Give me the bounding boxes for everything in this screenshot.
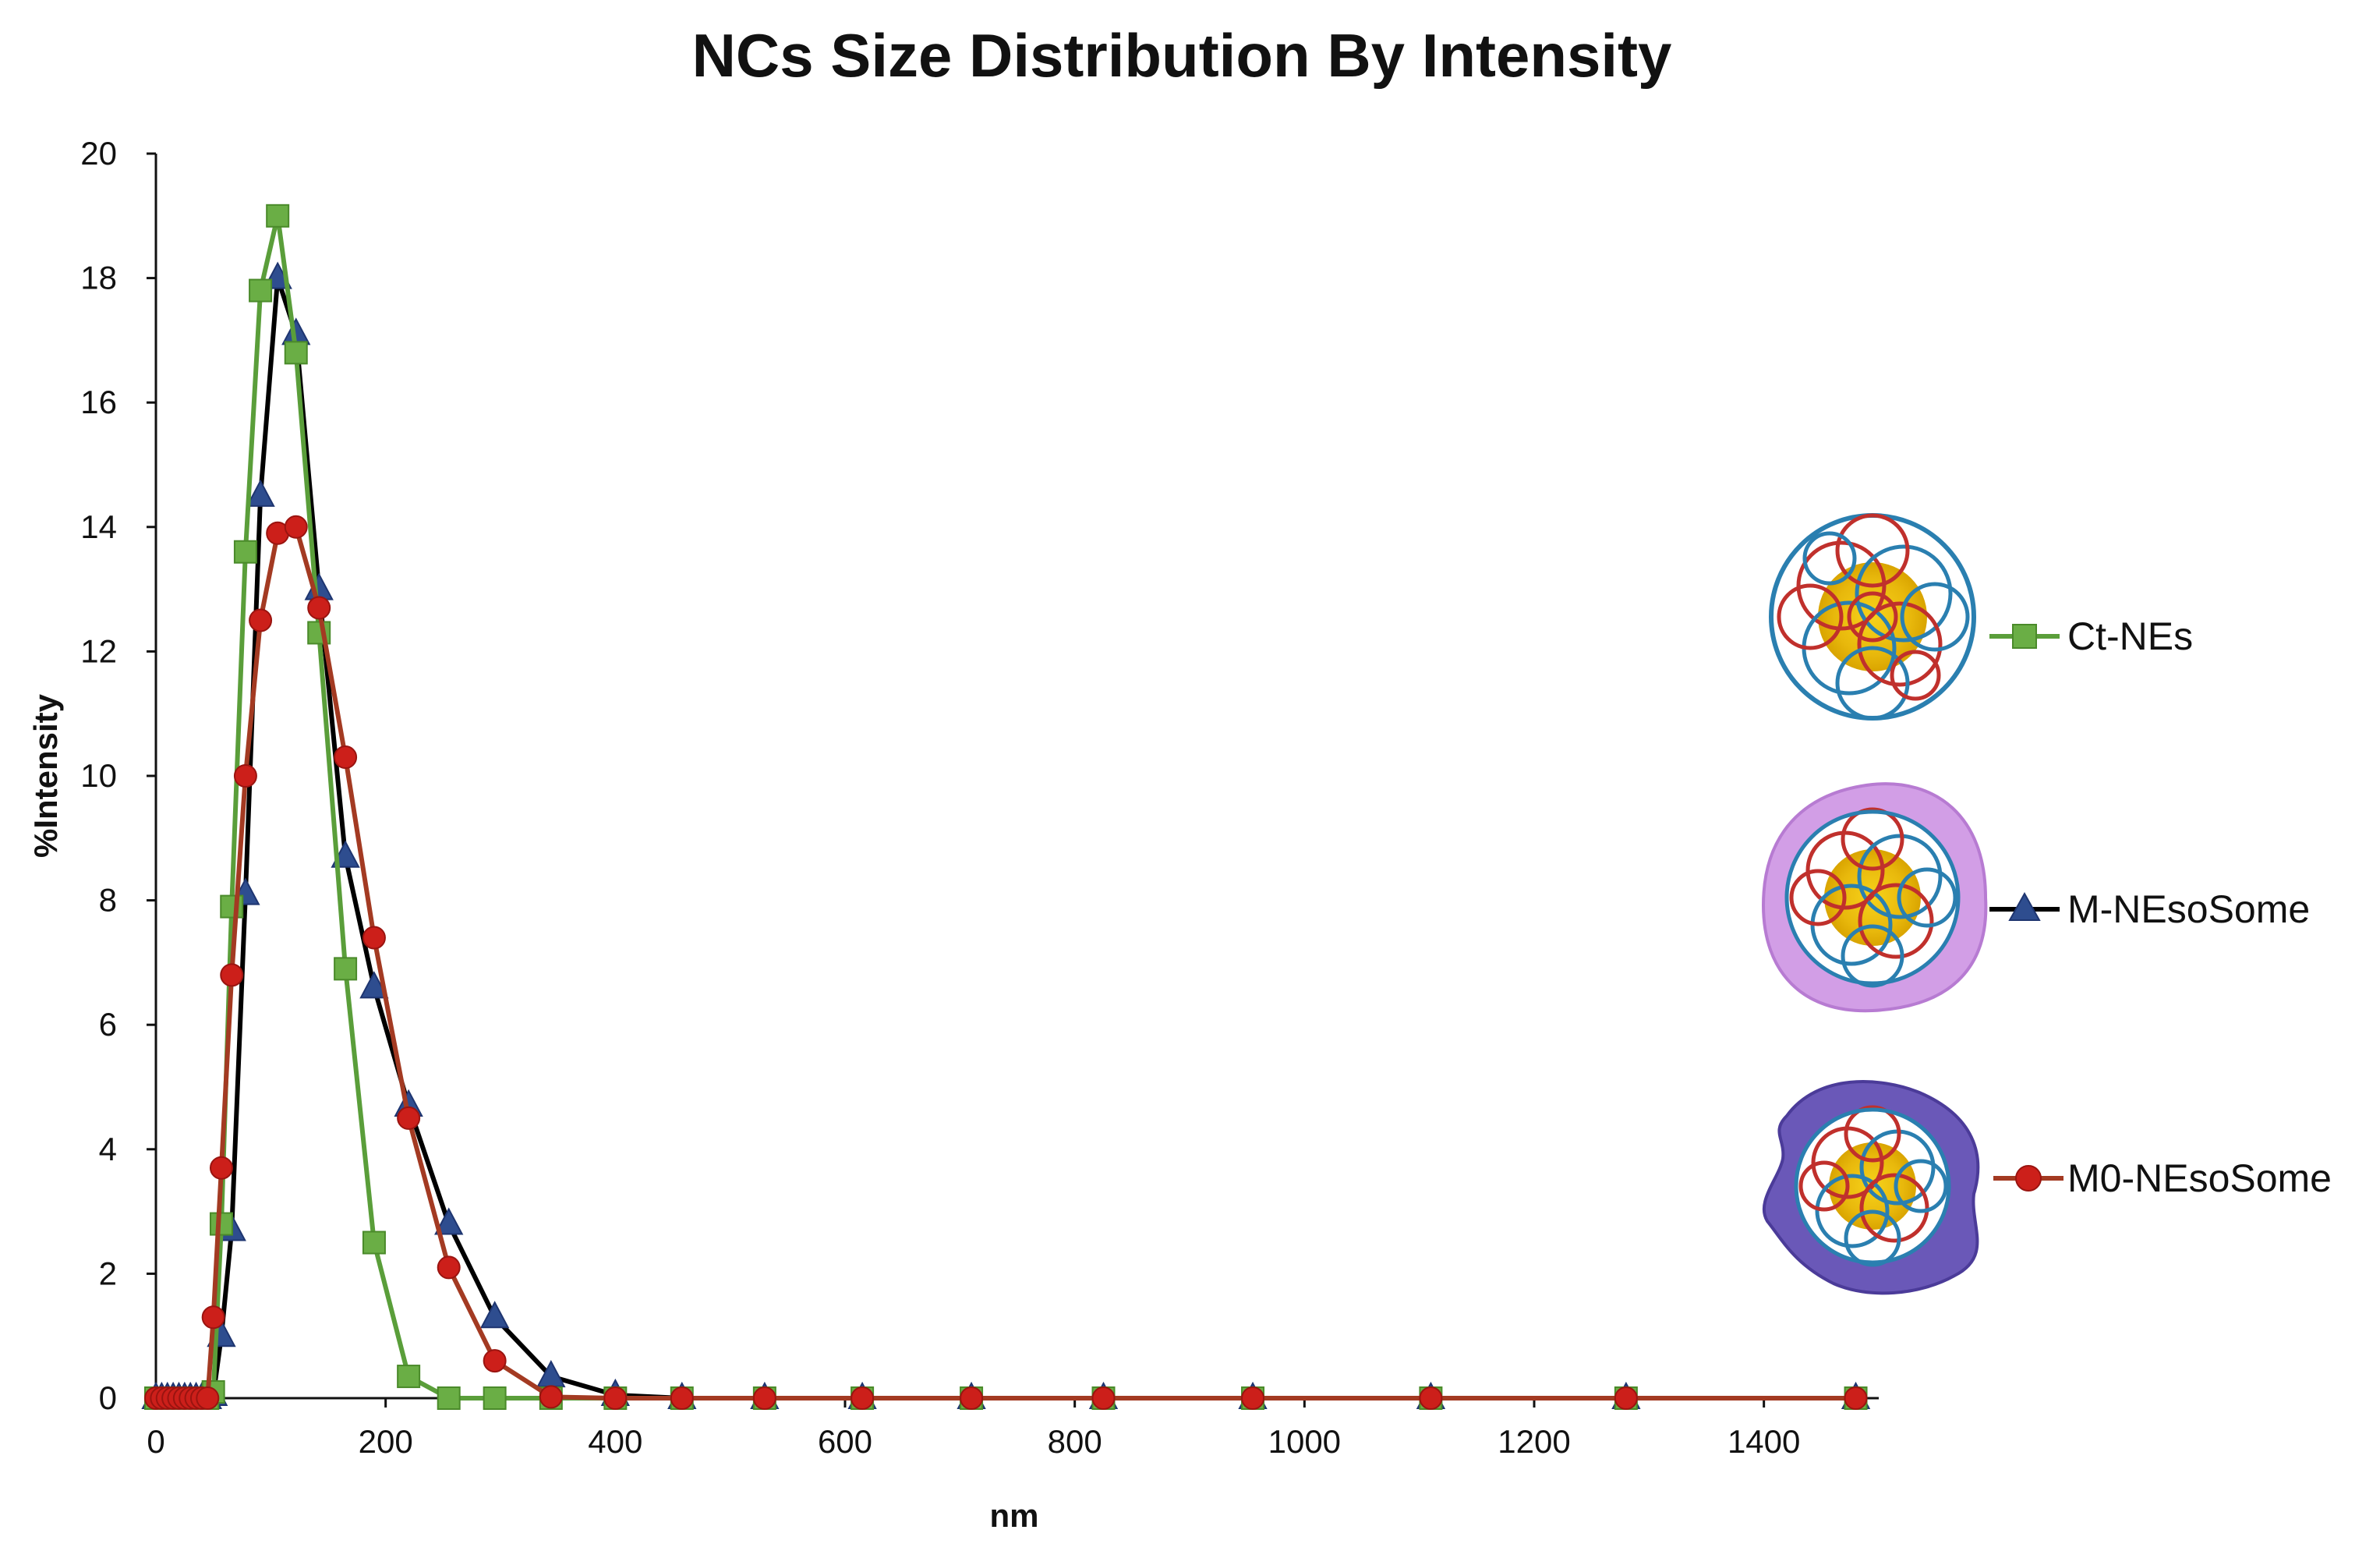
data-point-ct-nes bbox=[362, 1231, 386, 1255]
data-point-m0-nesosome bbox=[1241, 1386, 1265, 1410]
y-tick-label: 0 bbox=[99, 1379, 117, 1416]
data-point-m0-nesosome bbox=[437, 1255, 461, 1280]
y-tick-label: 14 bbox=[80, 508, 117, 545]
x-tick-label: 400 bbox=[588, 1423, 642, 1460]
data-point-m0-nesosome bbox=[307, 596, 331, 620]
x-ticks: 0 200 400 600 800 1000 1200 1400 bbox=[147, 1398, 1800, 1460]
x-tick-label: 600 bbox=[818, 1423, 872, 1460]
y-tick-label: 10 bbox=[80, 757, 117, 794]
series-line-ct-nes bbox=[156, 213, 1856, 1401]
data-point-ct-nes bbox=[334, 957, 358, 981]
data-point-m-nesosome bbox=[246, 479, 275, 507]
data-point-m0-nesosome bbox=[960, 1386, 984, 1410]
data-point-ct-nes bbox=[397, 1365, 421, 1389]
ct-nes-particle-illustration bbox=[1769, 513, 1976, 721]
x-tick-label: 1200 bbox=[1498, 1423, 1570, 1460]
series-m-nesosome bbox=[141, 261, 1871, 1409]
data-point-m0-nesosome bbox=[249, 608, 273, 632]
data-point-m0-nesosome bbox=[334, 745, 358, 770]
y-tick-label: 20 bbox=[80, 135, 117, 172]
data-point-m0-nesosome bbox=[539, 1385, 563, 1409]
series-line-m-nesosome bbox=[156, 275, 1856, 1401]
y-tick-label: 12 bbox=[80, 632, 117, 669]
data-point-m0-nesosome bbox=[201, 1305, 225, 1330]
y-tick-label: 18 bbox=[80, 260, 117, 296]
data-point-m0-nesosome bbox=[220, 963, 244, 987]
data-point-m-nesosome bbox=[434, 1207, 464, 1235]
data-point-ct-nes bbox=[209, 1212, 233, 1236]
y-tick-label: 8 bbox=[99, 882, 117, 919]
legend-marker-ct-nes bbox=[2012, 624, 2037, 649]
series-layer bbox=[141, 204, 1871, 1410]
y-tick-label: 6 bbox=[99, 1006, 117, 1043]
data-point-m0-nesosome bbox=[362, 926, 386, 950]
series-ct-nes bbox=[144, 204, 1868, 1410]
y-axis-label: %Intensity bbox=[27, 693, 64, 858]
data-point-m0-nesosome bbox=[752, 1386, 776, 1410]
data-point-m-nesosome bbox=[359, 971, 389, 999]
data-point-m0-nesosome bbox=[1419, 1386, 1443, 1410]
x-tick-label: 0 bbox=[147, 1423, 164, 1460]
m0-nesosome-particle-illustration bbox=[1762, 1080, 1980, 1295]
data-point-ct-nes bbox=[266, 204, 290, 228]
series-m0-nesosome bbox=[144, 515, 1868, 1410]
data-point-ct-nes bbox=[284, 341, 308, 365]
data-point-ct-nes bbox=[233, 540, 257, 564]
data-point-m0-nesosome bbox=[1614, 1386, 1638, 1410]
data-point-m0-nesosome bbox=[233, 764, 257, 788]
data-point-m0-nesosome bbox=[1844, 1386, 1868, 1410]
x-tick-label: 200 bbox=[359, 1423, 413, 1460]
series-line-m0-nesosome bbox=[156, 524, 1856, 1401]
m-nesosome-particle-illustration bbox=[1761, 782, 1988, 1013]
legend: Ct-NEs M-NEsoSome M0-NEsoSome bbox=[1761, 513, 2332, 1295]
x-tick-label: 1400 bbox=[1728, 1423, 1800, 1460]
legend-marker-m-nesosome bbox=[2008, 891, 2041, 921]
legend-label-m-nesosome: M-NEsoSome bbox=[2067, 887, 2310, 931]
data-point-m0-nesosome bbox=[483, 1349, 507, 1373]
chart-title: NCs Size Distribution By Intensity bbox=[692, 21, 1672, 90]
data-point-m0-nesosome bbox=[670, 1386, 694, 1410]
x-tick-label: 1000 bbox=[1268, 1423, 1341, 1460]
data-point-m-nesosome bbox=[479, 1301, 510, 1329]
data-point-m0-nesosome bbox=[1091, 1386, 1116, 1410]
y-tick-label: 4 bbox=[99, 1131, 117, 1167]
data-point-ct-nes bbox=[483, 1386, 507, 1410]
y-ticks: 0 2 4 6 8 10 12 14 16 18 20 bbox=[80, 135, 156, 1416]
y-tick-label: 16 bbox=[80, 384, 117, 420]
data-point-m0-nesosome bbox=[196, 1386, 220, 1410]
data-point-ct-nes bbox=[249, 278, 273, 303]
data-point-m0-nesosome bbox=[397, 1106, 421, 1130]
data-point-m0-nesosome bbox=[851, 1386, 875, 1410]
data-point-m0-nesosome bbox=[209, 1156, 233, 1180]
y-tick-label: 2 bbox=[99, 1255, 117, 1291]
axes bbox=[154, 154, 1879, 1400]
x-axis-label: nm bbox=[990, 1497, 1039, 1534]
x-tick-label: 800 bbox=[1048, 1423, 1102, 1460]
data-point-ct-nes bbox=[220, 894, 244, 919]
data-point-m0-nesosome bbox=[603, 1386, 628, 1410]
legend-label-m0-nesosome: M0-NEsoSome bbox=[2067, 1156, 2332, 1200]
data-point-ct-nes bbox=[437, 1386, 461, 1410]
legend-label-ct-nes: Ct-NEs bbox=[2067, 614, 2193, 658]
data-point-m0-nesosome bbox=[284, 515, 308, 539]
legend-marker-m0-nesosome bbox=[2015, 1165, 2042, 1192]
